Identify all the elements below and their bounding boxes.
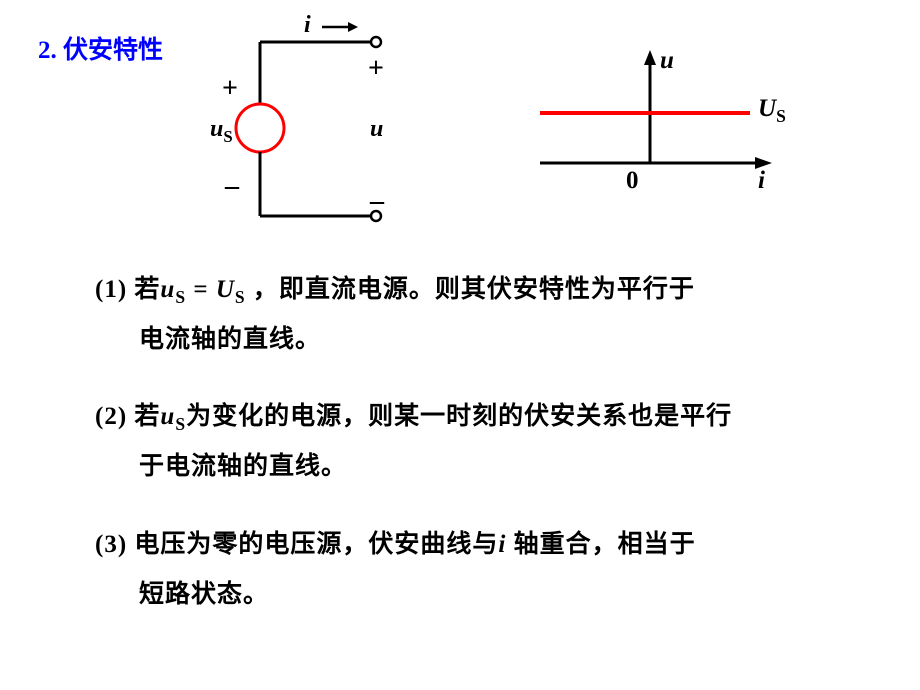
label-plus-right: + — [368, 53, 384, 85]
paragraph-1: (1) 若uS = US ，即直流电源。则其伏安特性为平行于 电流轴的直线。 — [95, 265, 855, 365]
paragraph-3: (3) 电压为零的电压源，伏安曲线与i 轴重合，相当于 短路状态。 — [95, 520, 855, 620]
p1-line1: (1) 若uS = US ，即直流电源。则其伏安特性为平行于 — [95, 265, 855, 315]
graph-label-u: u — [660, 47, 674, 75]
heading-text: 伏安特性 — [63, 37, 163, 64]
p3-line2: 短路状态。 — [139, 570, 855, 620]
label-us: uS — [210, 116, 233, 147]
label-i: i — [304, 12, 311, 39]
graph-svg — [540, 45, 820, 215]
heading-number: 2. — [38, 37, 57, 64]
p1-line2: 电流轴的直线。 — [139, 315, 855, 365]
label-u-right: u — [370, 116, 383, 143]
p2-line2: 于电流轴的直线。 — [139, 442, 855, 492]
paragraph-2: (2) 若uS为变化的电源，则某一时刻的伏安关系也是平行 于电流轴的直线。 — [95, 392, 855, 492]
label-minus-left: _ — [225, 161, 239, 193]
section-heading: 2. 伏安特性 — [38, 30, 163, 66]
vi-graph: u US 0 i — [540, 45, 820, 215]
p2-line1: (2) 若uS为变化的电源，则某一时刻的伏安关系也是平行 — [95, 392, 855, 442]
graph-label-i: i — [758, 167, 765, 195]
label-plus-left: + — [222, 73, 238, 105]
circuit-svg — [200, 18, 420, 238]
circuit-diagram: i + _ uS + _ u — [200, 18, 420, 238]
p3-line1: (3) 电压为零的电压源，伏安曲线与i 轴重合，相当于 — [95, 520, 855, 570]
label-minus-right: _ — [370, 176, 384, 208]
graph-label-Us: US — [758, 95, 786, 127]
graph-label-zero: 0 — [626, 167, 639, 195]
